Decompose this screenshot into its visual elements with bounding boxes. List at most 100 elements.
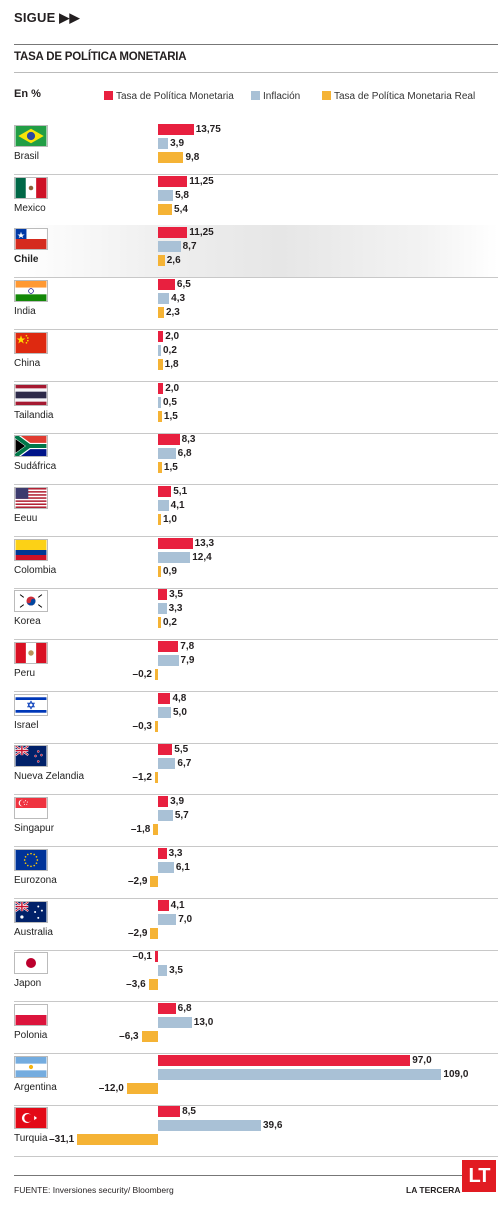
value-label-inflacion: 3,9 xyxy=(170,138,185,149)
value-label-inflacion: 4,3 xyxy=(171,293,186,305)
country-row-singapur: Singapur 3,9 5,7 –1,8 xyxy=(14,794,498,848)
bar-real-brasil xyxy=(158,152,184,163)
country-row-brasil: Brasil 13,75 3,9 9,8 xyxy=(14,122,498,175)
bottom-divider xyxy=(14,1175,464,1176)
legend-item-tasa: Tasa de Política Monetaria xyxy=(104,91,234,102)
country-row-korea: Korea 3,5 3,3 0,2 xyxy=(14,587,498,641)
bar-real-sudafrica xyxy=(158,462,162,474)
value-label-real: 1,0 xyxy=(163,513,177,525)
value-label-inflacion: 12,4 xyxy=(192,551,212,563)
country-name: Turquia xyxy=(14,1133,48,1145)
value-label-inflacion: 7,0 xyxy=(178,913,193,925)
sigue-label[interactable]: SIGUE ▶▶ xyxy=(14,10,80,25)
bar-tasa-singapur xyxy=(158,796,169,808)
bar-inflacion-nueva-zelandia xyxy=(158,758,176,770)
value-label-inflacion: 13,0 xyxy=(193,1016,214,1028)
value-label-inflacion: 6,7 xyxy=(177,758,192,770)
bar-tasa-colombia xyxy=(158,537,193,549)
eurozone-flag-icon xyxy=(14,848,48,871)
bar-tasa-turquia xyxy=(158,1106,181,1118)
country-row-tailandia: Tailandia 2,0 0,5 1,5 xyxy=(14,381,498,434)
south-africa-flag-icon xyxy=(14,435,48,458)
value-label-real: –31,1 xyxy=(49,1134,75,1146)
bar-real-china xyxy=(158,358,163,370)
country-row-mexico: Mexico 11,25 5,8 5,4 xyxy=(14,174,498,227)
bar-real-chile xyxy=(158,255,165,267)
bar-tasa-australia xyxy=(158,899,169,911)
legend-item-real: Tasa de Política Monetaria Real xyxy=(322,91,475,102)
value-label-inflacion: 3,3 xyxy=(168,603,183,615)
bar-inflacion-chile xyxy=(158,241,181,253)
value-label-tasa: 11,25 xyxy=(189,227,214,239)
value-label-real: 1,5 xyxy=(163,410,178,422)
value-label-tasa: 8,3 xyxy=(181,434,196,446)
country-row-polonia: Polonia 6,8 13,0 –6,3 xyxy=(14,1001,498,1054)
value-label-real: –2,9 xyxy=(128,927,148,939)
australia-flag-icon xyxy=(14,900,48,923)
value-label-inflacion: 7,9 xyxy=(180,655,195,666)
bar-tasa-argentina xyxy=(158,1054,411,1066)
country-row-turquia: Turquia 8,5 39,6 –31,1 xyxy=(14,1104,498,1158)
value-label-tasa: 3,9 xyxy=(170,796,185,808)
bar-inflacion-mexico xyxy=(158,189,174,201)
bar-tasa-eeuu xyxy=(158,485,172,497)
bar-inflacion-india xyxy=(158,293,170,305)
value-label-inflacion: 3,5 xyxy=(169,965,183,977)
legend-label-tasa: Tasa de Política Monetaria xyxy=(116,91,234,102)
bar-inflacion-china xyxy=(158,344,161,356)
bar-inflacion-tailandia xyxy=(158,396,161,408)
country-row-australia: Australia 4,1 7,0 –2,9 xyxy=(14,898,498,951)
value-label-real: –12,0 xyxy=(98,1082,124,1094)
bar-tasa-brasil xyxy=(158,124,194,135)
thailand-flag-icon xyxy=(14,383,48,406)
value-label-tasa: 13,75 xyxy=(195,124,221,135)
bar-real-colombia xyxy=(158,565,161,577)
value-label-real: 2,6 xyxy=(166,255,181,267)
bar-real-argentina xyxy=(126,1082,158,1094)
value-label-tasa: 2,0 xyxy=(165,330,180,342)
top-divider xyxy=(14,44,498,45)
country-row-japon: Japon –0,1 3,5 –3,6 xyxy=(14,949,498,1003)
value-label-tasa: 11,25 xyxy=(189,175,214,187)
value-label-real: –6,3 xyxy=(119,1030,139,1042)
bar-real-nueva-zelandia xyxy=(154,772,158,784)
country-row-israel: Israel 4,8 5,0 –0,3 xyxy=(14,691,498,744)
bar-real-polonia xyxy=(141,1030,158,1042)
country-name: Eurozona xyxy=(14,874,57,886)
bar-real-korea xyxy=(158,617,161,629)
value-label-real: 2,3 xyxy=(165,307,180,319)
colombia-flag-icon xyxy=(14,538,48,561)
country-name: Nueva Zelandia xyxy=(14,771,85,783)
country-name: Korea xyxy=(14,616,41,628)
value-label-tasa: 6,5 xyxy=(176,279,191,291)
legend-swatch-inflacion xyxy=(251,91,260,100)
bar-tasa-chile xyxy=(158,227,188,239)
country-row-eeuu: Eeuu 5,1 4,1 1,0 xyxy=(14,484,498,537)
bar-real-israel xyxy=(155,720,158,732)
bar-real-tailandia xyxy=(158,410,162,422)
brand-name: LA TERCERA xyxy=(406,1185,461,1195)
country-name: Israel xyxy=(14,719,39,731)
bar-inflacion-israel xyxy=(158,706,171,718)
legend-label-inflacion: Inflación xyxy=(263,91,301,102)
bar-inflacion-australia xyxy=(158,913,177,925)
bar-tasa-tailandia xyxy=(158,382,164,394)
value-label-inflacion: 0,5 xyxy=(163,396,177,408)
chart-title: TASA DE POLÍTICA MONETARIA xyxy=(14,51,187,63)
bar-tasa-japon xyxy=(155,951,158,963)
country-name: Australia xyxy=(14,926,53,938)
country-row-chile: Chile 11,25 8,7 2,6 xyxy=(14,225,498,279)
value-label-tasa: 2,0 xyxy=(165,382,180,394)
bar-real-turquia xyxy=(77,1134,158,1146)
bar-inflacion-polonia xyxy=(158,1016,192,1028)
country-name: India xyxy=(14,306,36,318)
legend-label-real: Tasa de Política Monetaria Real xyxy=(334,91,476,102)
bar-tasa-china xyxy=(158,330,164,342)
country-row-argentina: Argentina 97,0 109,0 –12,0 xyxy=(14,1053,498,1106)
value-label-inflacion: 4,1 xyxy=(170,499,185,511)
argentina-flag-icon xyxy=(14,1055,48,1078)
value-label-tasa: 6,8 xyxy=(177,1002,192,1014)
country-name: Sudáfrica xyxy=(14,461,57,473)
china-flag-icon xyxy=(14,331,48,354)
value-label-inflacion: 109,0 xyxy=(443,1068,469,1080)
